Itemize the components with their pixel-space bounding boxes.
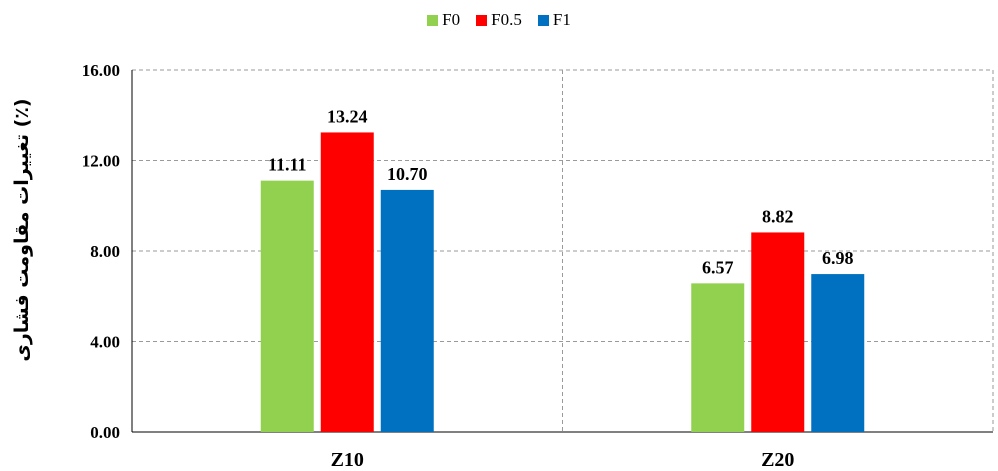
data-label: 6.57 — [702, 257, 734, 277]
data-labels: 11.11 13.24 10.70 6.57 8.82 6.98 — [268, 106, 854, 277]
data-label: 11.11 — [268, 155, 307, 175]
bars — [260, 132, 865, 432]
bar-F0.5-Z10 — [320, 132, 374, 432]
legend-swatch-f1 — [537, 14, 549, 26]
bar-F0.5-Z20 — [751, 232, 805, 432]
data-label: 6.98 — [822, 248, 854, 268]
x-category-label: Z10 — [331, 449, 364, 471]
legend-swatch-f0 — [427, 14, 439, 26]
y-tick-label: 0.00 — [90, 423, 120, 442]
x-category-labels: Z10 Z20 — [331, 449, 795, 471]
legend-item-f05: F0.5 — [476, 10, 522, 30]
y-tick-label: 8.00 — [90, 242, 120, 261]
y-tick-label: 16.00 — [82, 61, 120, 80]
legend-label-f05: F0.5 — [491, 10, 522, 29]
y-tick-labels: 0.00 4.00 8.00 12.00 16.00 — [82, 61, 120, 442]
legend-label-f1: F1 — [552, 10, 571, 29]
legend-label-f0: F0 — [442, 10, 461, 29]
legend-item-f0: F0 — [427, 10, 460, 30]
legend-item-f1: F1 — [537, 10, 571, 30]
bar-F0-Z20 — [691, 283, 745, 432]
legend: F0 F0.5 F1 — [0, 6, 998, 34]
bar-F1-Z20 — [811, 274, 865, 432]
y-tick-label: 4.00 — [90, 333, 120, 352]
data-label: 10.70 — [387, 164, 428, 184]
bar-F1-Z10 — [380, 189, 434, 432]
data-label: 8.82 — [762, 206, 794, 226]
y-tick-label: 12.00 — [82, 152, 120, 171]
x-category-label: Z20 — [761, 449, 794, 471]
bar-F0-Z10 — [260, 180, 314, 432]
legend-swatch-f05 — [476, 14, 488, 26]
data-label: 13.24 — [327, 106, 368, 126]
